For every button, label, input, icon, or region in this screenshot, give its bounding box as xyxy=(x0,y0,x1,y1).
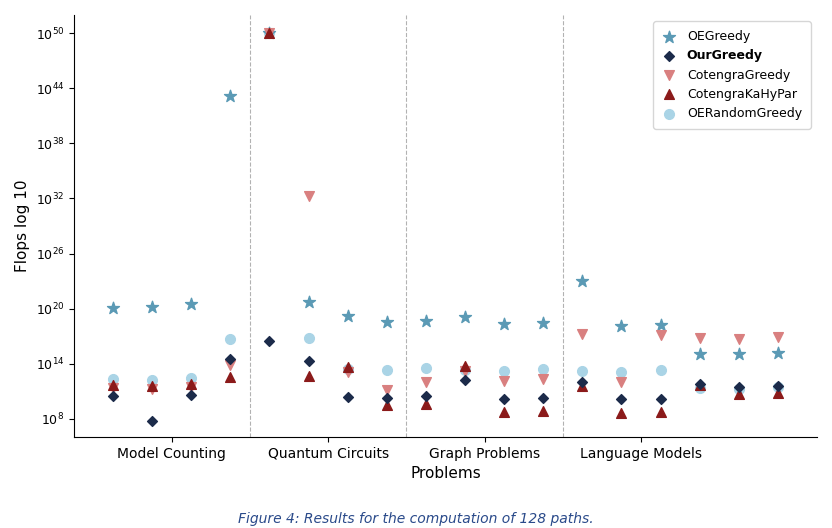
OERandomGreedy xyxy=(185,374,198,383)
CotengraGreedy xyxy=(380,386,394,394)
CotengraGreedy xyxy=(146,385,159,393)
CotengraKaHyPar xyxy=(106,381,120,389)
OERandomGreedy xyxy=(341,365,354,373)
OEGreedy xyxy=(341,312,354,320)
CotengraGreedy xyxy=(537,375,550,383)
OurGreedy xyxy=(537,393,550,402)
OurGreedy xyxy=(458,376,472,384)
OEGreedy xyxy=(498,320,511,328)
OEGreedy xyxy=(771,348,785,357)
CotengraGreedy xyxy=(732,335,745,343)
OurGreedy xyxy=(224,355,237,363)
OEGreedy xyxy=(146,303,159,311)
OurGreedy xyxy=(732,382,745,391)
CotengraKaHyPar xyxy=(498,408,511,417)
CotengraKaHyPar xyxy=(458,362,472,371)
CotengraGreedy xyxy=(419,378,433,386)
CotengraKaHyPar xyxy=(185,380,198,388)
CotengraGreedy xyxy=(224,360,237,369)
CotengraKaHyPar xyxy=(380,401,394,409)
OurGreedy xyxy=(419,392,433,400)
OurGreedy xyxy=(341,392,354,401)
OERandomGreedy xyxy=(419,364,433,372)
CotengraGreedy xyxy=(498,377,511,385)
OERandomGreedy xyxy=(224,335,237,343)
OurGreedy xyxy=(380,393,394,402)
OurGreedy xyxy=(185,391,198,399)
OurGreedy xyxy=(498,394,511,403)
OERandomGreedy xyxy=(302,334,315,342)
OERandomGreedy xyxy=(771,383,785,392)
OERandomGreedy xyxy=(654,366,667,374)
OEGreedy xyxy=(302,298,315,306)
OERandomGreedy xyxy=(693,384,706,393)
OEGreedy xyxy=(106,304,120,312)
OERandomGreedy xyxy=(106,375,120,383)
OurGreedy xyxy=(302,357,315,365)
OEGreedy xyxy=(380,318,394,327)
CotengraKaHyPar xyxy=(576,381,589,390)
OurGreedy xyxy=(771,381,785,390)
CotengraKaHyPar xyxy=(263,29,276,37)
CotengraKaHyPar xyxy=(341,363,354,372)
OurGreedy xyxy=(693,380,706,388)
CotengraKaHyPar xyxy=(771,389,785,397)
CotengraGreedy xyxy=(106,384,120,393)
OEGreedy xyxy=(537,319,550,327)
OEGreedy xyxy=(654,321,667,329)
Legend: OEGreedy, OurGreedy, CotengraGreedy, CotengraKaHyPar, OERandomGreedy: OEGreedy, OurGreedy, CotengraGreedy, Cot… xyxy=(653,21,810,129)
OERandomGreedy xyxy=(615,367,628,376)
OEGreedy xyxy=(615,322,628,330)
CotengraKaHyPar xyxy=(693,381,706,389)
OEGreedy xyxy=(458,313,472,321)
OEGreedy xyxy=(419,316,433,325)
OERandomGreedy xyxy=(732,385,745,393)
OurGreedy xyxy=(146,416,159,425)
CotengraKaHyPar xyxy=(224,373,237,382)
OERandomGreedy xyxy=(576,367,589,375)
OERandomGreedy xyxy=(498,367,511,375)
CotengraKaHyPar xyxy=(615,409,628,418)
OEGreedy xyxy=(263,29,276,37)
OEGreedy xyxy=(224,91,237,100)
OurGreedy xyxy=(654,394,667,403)
CotengraGreedy xyxy=(654,331,667,340)
OERandomGreedy xyxy=(537,365,550,373)
CotengraGreedy xyxy=(302,192,315,200)
CotengraKaHyPar xyxy=(654,408,667,417)
OERandomGreedy xyxy=(458,366,472,374)
OERandomGreedy xyxy=(263,29,276,37)
OEGreedy xyxy=(693,350,706,359)
CotengraGreedy xyxy=(576,330,589,338)
CotengraGreedy xyxy=(615,378,628,386)
CotengraGreedy xyxy=(185,383,198,392)
OERandomGreedy xyxy=(146,376,159,384)
OurGreedy xyxy=(263,336,276,345)
CotengraKaHyPar xyxy=(732,390,745,398)
CotengraKaHyPar xyxy=(146,381,159,390)
OurGreedy xyxy=(106,392,120,400)
OurGreedy xyxy=(576,378,589,386)
OERandomGreedy xyxy=(380,366,394,374)
CotengraKaHyPar xyxy=(537,407,550,416)
CotengraGreedy xyxy=(458,367,472,375)
Y-axis label: Flops log 10: Flops log 10 xyxy=(15,180,30,272)
OurGreedy xyxy=(615,395,628,403)
OEGreedy xyxy=(576,277,589,285)
CotengraGreedy xyxy=(263,29,276,37)
CotengraKaHyPar xyxy=(419,400,433,408)
X-axis label: Problems: Problems xyxy=(410,466,481,482)
OEGreedy xyxy=(732,350,745,358)
OEGreedy xyxy=(185,300,198,308)
Text: Figure 4: Results for the computation of 128 paths.: Figure 4: Results for the computation of… xyxy=(238,512,594,526)
CotengraGreedy xyxy=(341,367,354,376)
CotengraGreedy xyxy=(693,334,706,342)
CotengraGreedy xyxy=(771,333,785,341)
CotengraKaHyPar xyxy=(302,372,315,381)
